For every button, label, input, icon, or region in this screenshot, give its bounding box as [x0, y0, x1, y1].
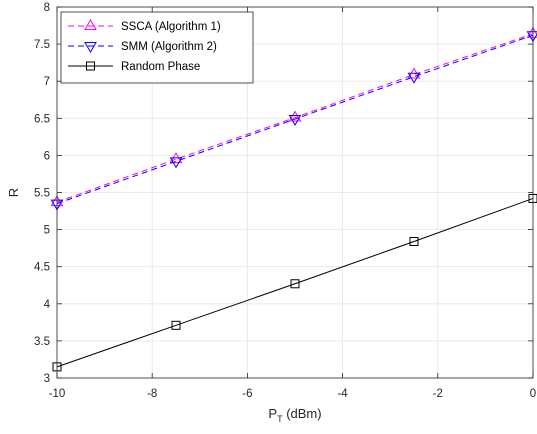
series-line: [56, 197, 534, 368]
y-tick-label: 8: [44, 2, 50, 14]
y-tick-label: 7: [44, 76, 50, 88]
legend-label: Random Phase: [121, 61, 200, 73]
y-tick-label: 3: [44, 373, 50, 385]
legend-entry: SMM (Algorithm 2): [68, 41, 217, 53]
legend: SSCA (Algorithm 1) SMM (Algorithm 2) Rando…: [60, 11, 254, 84]
x-tick-label: 0: [530, 388, 536, 400]
legend-label: SMM (Algorithm 2): [121, 41, 217, 53]
x-tick-label: -2: [433, 388, 443, 400]
legend-entry: Random Phase: [68, 61, 200, 73]
y-tick-label: 7.5: [34, 39, 50, 51]
series-line: [56, 34, 534, 205]
data-point-marker: [171, 320, 181, 330]
y-axis-label: R: [6, 188, 21, 197]
legend-marker: [86, 61, 95, 71]
data-point-marker: [288, 110, 302, 122]
y-tick-label: 3.5: [34, 336, 50, 348]
series-2: [50, 31, 537, 211]
legend-entry: SSCA (Algorithm 1): [68, 19, 221, 33]
x-ticks: -10 -8 -6 -4 -2 0: [49, 7, 536, 400]
x-tick-label: -10: [49, 388, 66, 400]
x-axis-label: PT (dBm): [268, 406, 321, 424]
x-tick-label: -6: [242, 388, 252, 400]
y-ticks: 3 3.5 4 4.5 5 5.5 6 6.5 7 7.5 8: [34, 2, 533, 385]
data-point-marker: [407, 72, 421, 84]
y-tick-label: 5.5: [34, 188, 50, 200]
legend-marker: [84, 42, 97, 53]
y-tick-label: 5: [44, 225, 50, 237]
legend-label: SSCA (Algorithm 1): [121, 21, 221, 33]
data-point-marker: [169, 157, 183, 169]
y-tick-label: 6.5: [34, 113, 50, 125]
y-tick-label: 6: [44, 150, 50, 162]
y-tick-label: 4.5: [34, 262, 50, 274]
data-point-marker: [290, 279, 300, 289]
legend-marker: [84, 19, 97, 30]
x-tick-label: -4: [337, 388, 348, 400]
data-point-marker: [288, 115, 302, 127]
data-point-marker: [409, 236, 419, 246]
x-tick-label: -8: [147, 388, 157, 400]
series-line: [56, 33, 534, 203]
y-tick-label: 4: [44, 299, 51, 311]
